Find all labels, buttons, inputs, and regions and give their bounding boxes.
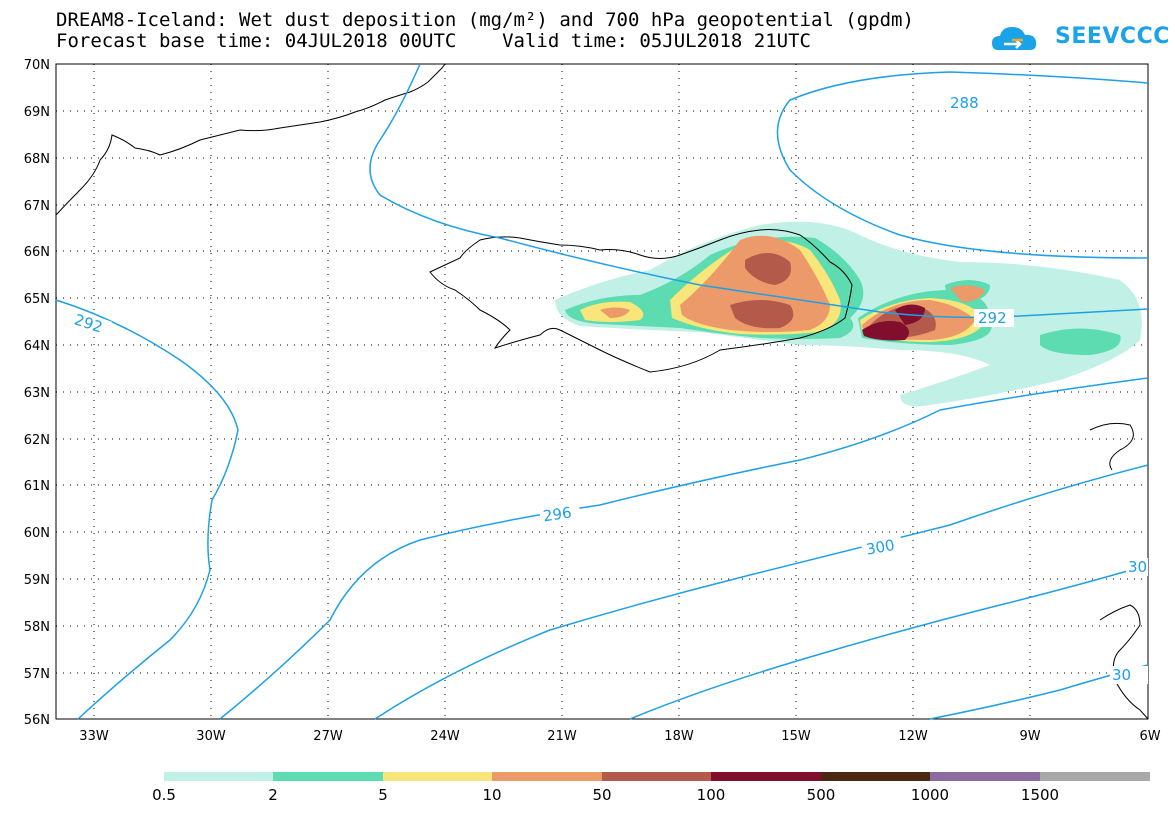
lon-label: 6W <box>1139 729 1160 744</box>
contour-labels: 288 292 292 296 300 30 30 <box>68 94 1148 684</box>
logo-text: SEEVCCC <box>1055 24 1170 49</box>
map-title: DREAM8-Iceland: Wet dust deposition (mg/… <box>56 9 914 31</box>
lon-label: 30W <box>196 729 226 744</box>
legend-swatch <box>164 772 273 781</box>
lat-label: 56N <box>24 713 50 728</box>
lat-label: 64N <box>24 339 50 354</box>
lon-label: 33W <box>79 729 109 744</box>
deposition-area-green <box>1040 328 1121 355</box>
contour-292-west <box>55 299 239 720</box>
lat-label: 65N <box>24 292 50 307</box>
legend-swatch <box>492 772 602 781</box>
lon-label: 18W <box>664 729 694 744</box>
lon-label: 9W <box>1019 729 1040 744</box>
lat-label: 60N <box>24 526 50 541</box>
legend-swatch <box>273 772 383 781</box>
legend-label: 500 <box>807 786 836 804</box>
graticule <box>56 64 1148 719</box>
lon-label: 15W <box>781 729 811 744</box>
legend-label: 100 <box>697 786 726 804</box>
contour-288 <box>776 71 1149 259</box>
lat-label: 61N <box>24 479 50 494</box>
lat-label: 69N <box>24 105 50 120</box>
legend-swatch <box>602 772 711 781</box>
lon-label: 27W <box>313 729 343 744</box>
deposition-area-orange <box>600 307 630 318</box>
contour-label-300: 300 <box>865 536 896 559</box>
legend-label: 1500 <box>1021 786 1059 804</box>
lat-label: 62N <box>24 433 50 448</box>
lon-label: 12W <box>898 729 928 744</box>
legend <box>164 772 1150 781</box>
legend-label: 5 <box>378 786 388 804</box>
contour-300 <box>374 464 1149 720</box>
lat-label: 63N <box>24 386 50 401</box>
contour-304 <box>629 564 1149 720</box>
lat-label: 58N <box>24 620 50 635</box>
deposition-area-orange <box>680 235 830 332</box>
contour-label-308: 30 <box>1112 666 1131 684</box>
lat-label: 70N <box>24 58 50 73</box>
iceland-coast <box>429 229 853 373</box>
lon-label: 21W <box>547 729 577 744</box>
legend-label: 1000 <box>911 786 949 804</box>
scotland-coast <box>1099 604 1149 720</box>
contour-label-304: 30 <box>1128 558 1147 576</box>
cloud-icon <box>992 27 1037 50</box>
dust-deposition-field <box>555 221 1142 407</box>
deposition-area-brown <box>745 252 791 285</box>
legend-labels: 0.5 2 5 10 50 100 500 1000 1500 <box>152 786 1059 804</box>
lat-label: 66N <box>24 245 50 260</box>
lat-label: 57N <box>24 667 50 682</box>
lon-label: 24W <box>430 729 460 744</box>
deposition-area-brown <box>730 300 794 329</box>
lat-label: 67N <box>24 199 50 214</box>
legend-swatch <box>383 772 492 781</box>
contour-label-296: 296 <box>542 503 573 525</box>
contour-label-288: 288 <box>950 94 979 112</box>
lat-label: 68N <box>24 152 50 167</box>
legend-swatch <box>930 772 1040 781</box>
contour-label-292-east: 292 <box>978 309 1007 327</box>
geopotential-contours <box>55 63 1149 720</box>
forecast-times: Forecast base time: 04JUL2018 00UTC Vali… <box>56 30 811 52</box>
faroe-coast <box>1089 422 1134 471</box>
legend-label: 50 <box>592 786 611 804</box>
legend-label: 2 <box>268 786 278 804</box>
deposition-area-orange <box>950 285 985 302</box>
legend-label: 10 <box>482 786 501 804</box>
legend-swatch <box>821 772 930 781</box>
lat-label: 59N <box>24 573 50 588</box>
legend-label: 0.5 <box>152 786 176 804</box>
deposition-area-darkred <box>862 321 909 341</box>
longitude-labels: 33W 30W 27W 24W 21W 18W 15W 12W 9W 6W <box>79 729 1160 744</box>
legend-swatch <box>1040 772 1150 781</box>
contour-296 <box>219 377 1149 720</box>
latitude-labels: 70N 69N 68N 67N 66N 65N 64N 63N 62N 61N … <box>24 58 50 728</box>
legend-swatch <box>711 772 821 781</box>
